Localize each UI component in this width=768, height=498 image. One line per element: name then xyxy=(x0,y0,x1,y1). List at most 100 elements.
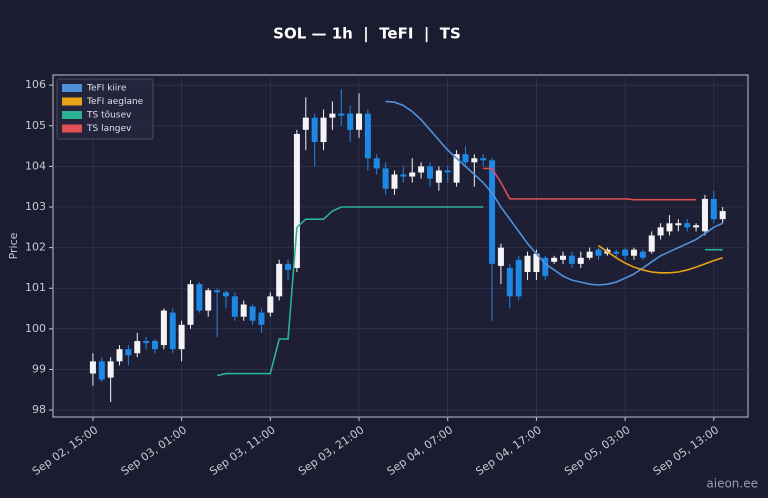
candle-body xyxy=(329,113,336,118)
candle-body xyxy=(542,257,549,277)
candle-body xyxy=(409,172,416,177)
legend-label: TeFI kiire xyxy=(86,84,127,94)
candle-body xyxy=(622,249,629,256)
marks xyxy=(89,89,726,402)
candle-body xyxy=(160,310,167,346)
candle-body xyxy=(426,166,433,179)
candle-body xyxy=(187,284,194,325)
y-tick-label: 104 xyxy=(25,159,46,172)
candle-body xyxy=(116,349,123,362)
candle-body xyxy=(169,312,176,350)
y-tick-label: 100 xyxy=(25,322,46,335)
candle-body xyxy=(515,259,522,297)
candle-body xyxy=(152,341,159,350)
candle-body xyxy=(285,263,292,270)
candle-body xyxy=(497,247,504,266)
candle-body xyxy=(125,349,132,356)
y-tick-label: 106 xyxy=(25,78,46,91)
y-tick-label: 102 xyxy=(25,241,46,254)
candle-body xyxy=(214,290,221,293)
indicator-line xyxy=(385,100,724,286)
candle-body xyxy=(249,306,256,321)
candle-body xyxy=(107,361,114,378)
chart-title: SOL — 1h | TeFI | TS xyxy=(273,25,461,44)
candle-body xyxy=(613,251,620,254)
candle-body xyxy=(639,251,646,258)
candle-body xyxy=(222,292,229,297)
candle-body xyxy=(143,341,150,344)
candle-body xyxy=(489,160,496,264)
candle-body xyxy=(453,154,460,183)
candle-body xyxy=(684,223,691,228)
indicator-line xyxy=(598,244,723,274)
candle-body xyxy=(462,154,469,163)
candle-body xyxy=(89,361,96,374)
candle-body xyxy=(435,170,442,183)
candle-body xyxy=(666,223,673,232)
y-tick-label: 103 xyxy=(25,200,46,213)
legend: TeFI kiire TeFI aeglane TS tõusev TS langev xyxy=(56,78,154,140)
candle-body xyxy=(134,341,141,354)
candle-body xyxy=(231,296,238,317)
candle-body xyxy=(356,113,363,130)
candle-body xyxy=(98,361,105,380)
candle-body xyxy=(719,211,726,220)
candle-body xyxy=(480,158,487,161)
candle-body xyxy=(586,251,593,258)
candle-body xyxy=(338,113,345,116)
candle-body xyxy=(657,227,664,236)
candle-body xyxy=(258,312,265,325)
candle-body xyxy=(560,255,567,260)
legend-box xyxy=(56,78,154,140)
y-tick-label: 105 xyxy=(25,119,46,132)
candle-body xyxy=(205,290,212,311)
candle-body xyxy=(311,117,318,143)
candle-body xyxy=(267,296,274,313)
candle-body xyxy=(373,158,380,169)
candle-body xyxy=(178,324,185,350)
y-tick-label: 98 xyxy=(32,403,46,416)
plot-area xyxy=(52,74,749,418)
candle-body xyxy=(391,174,398,189)
candle-body xyxy=(364,113,371,159)
legend-swatch xyxy=(62,124,82,133)
candle-body xyxy=(196,284,203,311)
legend-label: TS tõusev xyxy=(86,111,132,121)
candle-body xyxy=(302,117,309,130)
legend-label: TS langev xyxy=(86,124,132,134)
legend-swatch xyxy=(62,111,82,119)
legend-swatch xyxy=(62,97,82,106)
candle-body xyxy=(551,257,558,262)
indicator-line xyxy=(216,206,484,377)
candle-body xyxy=(630,249,637,256)
y-axis-label: Price xyxy=(7,232,20,259)
candle-body xyxy=(595,249,602,256)
candle-body xyxy=(577,257,584,264)
candle-body xyxy=(418,166,425,173)
candle-body xyxy=(701,198,708,232)
candle-body xyxy=(471,158,478,163)
candle-body xyxy=(400,174,407,177)
candle-body xyxy=(276,263,283,297)
legend-swatch xyxy=(62,84,82,92)
candle-body xyxy=(240,304,247,317)
candle-body xyxy=(347,113,354,130)
candle-body xyxy=(710,198,717,220)
candle-body xyxy=(293,133,300,268)
y-tick-label: 101 xyxy=(25,281,46,294)
watermark: aieon.ee xyxy=(706,477,758,491)
candle-body xyxy=(382,168,389,189)
candle-body xyxy=(444,170,451,173)
indicator-line xyxy=(483,167,697,201)
candle-body xyxy=(693,225,700,228)
candle-body xyxy=(524,255,531,272)
candle-body xyxy=(320,117,327,143)
candle-body xyxy=(675,223,682,226)
legend-label: TeFI aeglane xyxy=(86,97,144,107)
y-tick-label: 99 xyxy=(32,362,46,375)
candle-body xyxy=(568,255,575,264)
candle-body xyxy=(533,253,540,272)
candle-body xyxy=(506,267,513,297)
